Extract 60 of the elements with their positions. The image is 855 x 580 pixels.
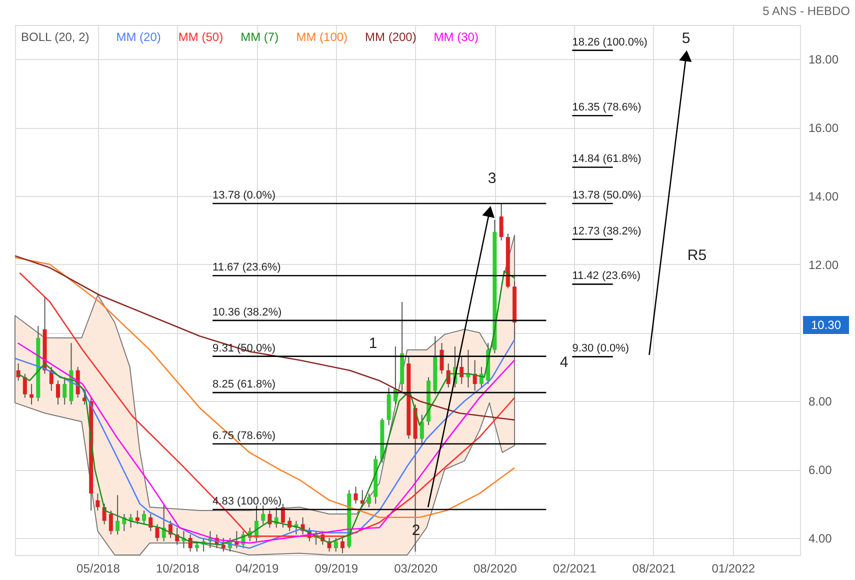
text: MM (50) bbox=[178, 30, 224, 44]
annotation: 9.31 (50.0%) bbox=[212, 342, 276, 354]
annotation: 13.78 (0.0%) bbox=[212, 189, 276, 202]
candlestick bbox=[221, 537, 226, 552]
annotation: 10.36 (38.2%) bbox=[212, 306, 282, 318]
annotation: 4 bbox=[560, 354, 568, 371]
x-tick-label: 10/2018 bbox=[156, 562, 200, 576]
text: MM (7) bbox=[240, 30, 279, 44]
text: MM (30) bbox=[434, 30, 478, 44]
annotation: 13.78 (50.0%) bbox=[572, 189, 642, 202]
candlestick bbox=[135, 510, 140, 525]
annotation: R5 bbox=[687, 247, 707, 264]
x-tick-label: 01/2022 bbox=[712, 562, 756, 576]
annotation: 8.25 (61.8%) bbox=[212, 378, 276, 391]
candlestick bbox=[62, 376, 67, 406]
x-tick-label: 03/2020 bbox=[394, 562, 438, 576]
line-series bbox=[14, 255, 516, 421]
candlestick bbox=[499, 202, 504, 241]
text: MM (20) bbox=[116, 30, 161, 44]
annotation: 18.26 (100.0%) bbox=[572, 36, 648, 48]
annotation: 5 bbox=[682, 30, 690, 47]
annotation: 11.42 (23.6%) bbox=[572, 270, 640, 282]
candlestick bbox=[116, 494, 120, 535]
text: 5 ANS - HEBDO bbox=[762, 4, 850, 18]
annotation: 11.67 (23.6%) bbox=[212, 262, 281, 274]
candlestick bbox=[366, 492, 371, 508]
text: 10.30 bbox=[810, 318, 842, 332]
y-tick-label: 6.00 bbox=[808, 463, 832, 478]
text: MM (200) bbox=[365, 30, 416, 44]
x-tick-label: 02/2021 bbox=[552, 562, 597, 576]
x-tick-label: 04/2019 bbox=[235, 562, 280, 576]
candlestick bbox=[56, 380, 60, 406]
annotation: 9.30 (0.0%) bbox=[572, 342, 630, 355]
candlestick bbox=[280, 503, 285, 528]
candlestick bbox=[108, 510, 113, 535]
y-tick-label: 12.00 bbox=[808, 258, 839, 272]
x-tick-label: 08/2020 bbox=[474, 562, 518, 576]
annotation: 16.35 (78.6%) bbox=[572, 102, 642, 114]
y-tick-label: 8.00 bbox=[808, 394, 832, 409]
annotation: 14.84 (61.8%) bbox=[572, 153, 642, 166]
candlestick bbox=[440, 342, 444, 374]
x-tick-label: 09/2019 bbox=[314, 562, 358, 576]
y-tick-label: 16.00 bbox=[808, 121, 839, 136]
candlestick bbox=[142, 510, 146, 525]
x-tick-label: 08/2021 bbox=[632, 562, 676, 576]
candlestick bbox=[155, 524, 160, 542]
candlestick bbox=[340, 537, 345, 554]
annotation: 1 bbox=[368, 335, 378, 352]
y-tick-label: 4.00 bbox=[808, 531, 832, 546]
legend-title: BOLL (20, 2) bbox=[21, 30, 90, 44]
annotation: 12.73 (38.2%) bbox=[572, 225, 642, 238]
annotation: 3 bbox=[488, 170, 496, 187]
text: MM (100) bbox=[296, 30, 348, 44]
candlestick bbox=[354, 486, 358, 504]
x-tick-label: 05/2018 bbox=[76, 562, 120, 576]
y-tick-label: 14.00 bbox=[808, 189, 839, 204]
candlestick bbox=[22, 373, 27, 398]
candlestick bbox=[96, 492, 100, 512]
y-tick-label: 18.00 bbox=[808, 52, 839, 67]
candlestick bbox=[334, 537, 338, 552]
